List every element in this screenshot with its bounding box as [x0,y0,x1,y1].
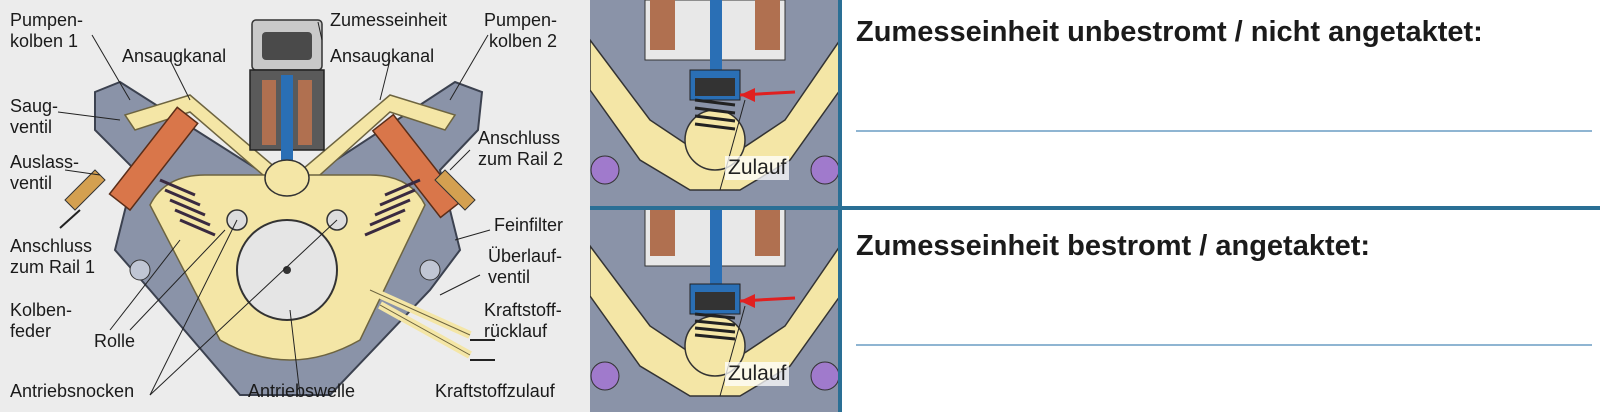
metering-detail-illustration-powered [590,206,840,412]
outlet-rail-2 [434,169,476,211]
label-anschluss-rail-2: Anschluss zum Rail 2 [478,128,564,169]
mount-hole-right [419,259,441,281]
title-powered: Zumesseinheit bestromt / angetaktet: [856,230,1371,262]
answer-line-unpowered[interactable] [856,130,1592,132]
connector-plug [262,32,312,60]
arrow-rail-1 [59,209,81,229]
answer-line-powered[interactable] [856,344,1592,346]
label-pumpenkolben-1: Pumpen-kolben 1 [10,10,84,51]
label-rolle: Rolle [94,331,136,351]
leader-lines [57,21,491,396]
label-ansaugkanal-right: Ansaugkanal [330,46,435,66]
label-kraftstoffruecklauf: Kraftstoff-rücklauf [484,300,562,341]
piston-2 [371,113,463,219]
label-kolbenfeder: Kolben-feder [10,300,73,341]
outlet-rail-1 [64,169,106,211]
piston-spring-1 [159,178,216,237]
mount-hole-left [129,259,151,281]
label-ansaugkanal-left: Ansaugkanal [122,46,227,66]
piston-spring-2 [364,178,421,237]
label-zulauf-top: Zulauf [725,156,790,180]
label-antriebsnocken: Antriebsnocken [10,381,135,401]
detail-view-unpowered: Zulauf [590,0,840,206]
label-anschluss-rail-1: Anschluss zum Rail 1 [10,236,96,277]
horizontal-divider [590,206,1600,210]
label-feinfilter: Feinfilter [494,215,564,235]
metering-plunger [281,75,293,165]
detail-view-powered: Zulauf [590,206,840,412]
label-saugventil: Saug-ventil [10,96,59,137]
label-ueberlaufventil: Überlauf-ventil [488,246,563,287]
title-unpowered: Zumesseinheit unbestromt / nicht angetak… [856,16,1483,48]
label-auslassventil: Auslass-ventil [10,152,80,193]
solenoid-coil-right [298,80,312,145]
label-zumesseinheit: Zumesseinheit [330,10,448,30]
label-kraftstoffzulauf: Kraftstoffzulauf [435,381,555,401]
solenoid-coil-left [262,80,276,145]
piston-1 [108,106,199,212]
label-antriebswelle: Antriebswelle [248,381,356,401]
metering-chamber [264,159,310,197]
pump-illustration [57,19,495,396]
metering-detail-illustration [590,0,840,206]
pump-cross-section-diagram: Pumpen-kolben 1 Ansaugkanal Zumesseinhei… [0,0,590,412]
label-zulauf-bottom: Zulauf [725,362,790,386]
label-pumpenkolben-2: Pumpen-kolben 2 [484,10,558,51]
